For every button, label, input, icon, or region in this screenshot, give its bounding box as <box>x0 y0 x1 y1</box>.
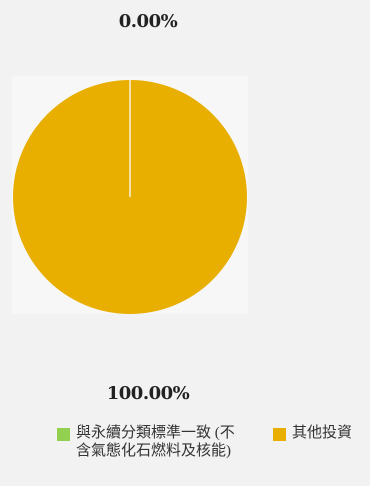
legend-label-aligned: 與永續分類標準一致 (不含氣態化石燃料及核能) <box>76 425 235 459</box>
legend-swatch-other <box>273 428 286 441</box>
legend-swatch-aligned <box>57 428 70 441</box>
legend-item-aligned: 與永續分類標準一致 (不含氣態化石燃料及核能) <box>57 424 241 460</box>
slice-label-aligned: 0.00% <box>118 11 178 32</box>
slice-label-other: 100.00% <box>106 383 190 404</box>
legend-item-other: 其他投資 <box>273 424 352 442</box>
legend-label-other: 其他投資 <box>292 425 353 441</box>
legend: 與永續分類標準一致 (不含氣態化石燃料及核能) 其他投資 <box>0 424 370 486</box>
